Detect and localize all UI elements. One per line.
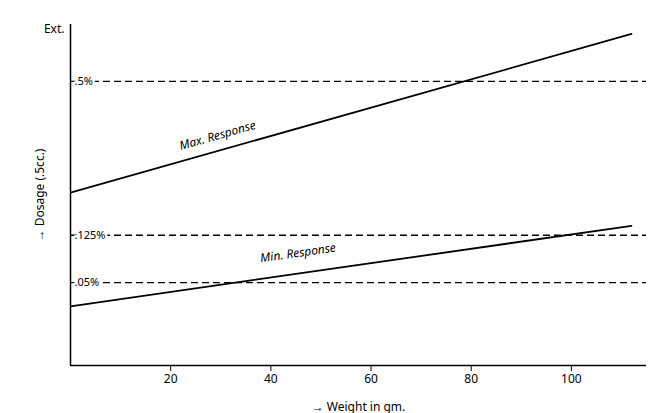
svg-text:Ext.: Ext. (44, 20, 65, 37)
svg-text:60: 60 (364, 370, 378, 387)
svg-text:80: 80 (464, 370, 478, 387)
svg-text:.5%: .5% (75, 73, 93, 88)
svg-text:→ Dosage (.5cc.): → Dosage (.5cc.) (31, 148, 48, 241)
svg-text:Min. Response: Min. Response (259, 239, 337, 267)
svg-text:Max. Response: Max. Response (177, 116, 257, 154)
svg-text:40: 40 (264, 370, 278, 387)
svg-text:.125%: .125% (75, 227, 106, 242)
svg-text:→ Weight in gm.: → Weight in gm. (312, 398, 406, 413)
svg-text:100: 100 (561, 370, 582, 387)
svg-text:20: 20 (164, 370, 178, 387)
svg-text:.05%: .05% (75, 274, 100, 289)
